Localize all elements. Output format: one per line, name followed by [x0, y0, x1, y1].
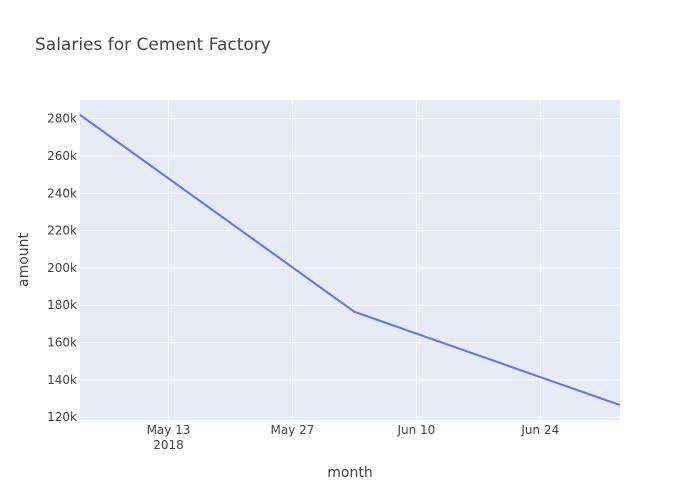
y-tick-label: 140k — [47, 373, 77, 387]
y-tick-label: 160k — [47, 336, 77, 350]
x-tick-label: May 27 — [271, 423, 315, 437]
y-tick-label: 120k — [47, 410, 77, 424]
x-tick-label: Jun 10 — [396, 423, 435, 437]
x-axis-title: month — [327, 465, 372, 481]
plot-area — [80, 100, 620, 420]
series-line — [79, 114, 621, 407]
x-tick-label: May 13 — [147, 423, 191, 437]
gridlines — [80, 100, 620, 420]
y-tick-label: 260k — [47, 149, 77, 163]
series-group — [79, 114, 621, 407]
y-axis-ticks: 120k 140k 160k 180k 200k 220k 240k 260k 280k — [47, 112, 77, 425]
y-tick-label: 220k — [47, 224, 77, 238]
x-tick-sublabel: 2018 — [153, 438, 184, 452]
y-tick-label: 240k — [47, 186, 77, 200]
x-tick-label: Jun 24 — [520, 423, 559, 437]
y-tick-label: 180k — [47, 298, 77, 312]
chart-title: Salaries for Cement Factory — [35, 35, 271, 55]
y-tick-label: 200k — [47, 261, 77, 275]
y-axis-title: amount — [16, 232, 32, 287]
y-tick-label: 280k — [47, 112, 77, 126]
